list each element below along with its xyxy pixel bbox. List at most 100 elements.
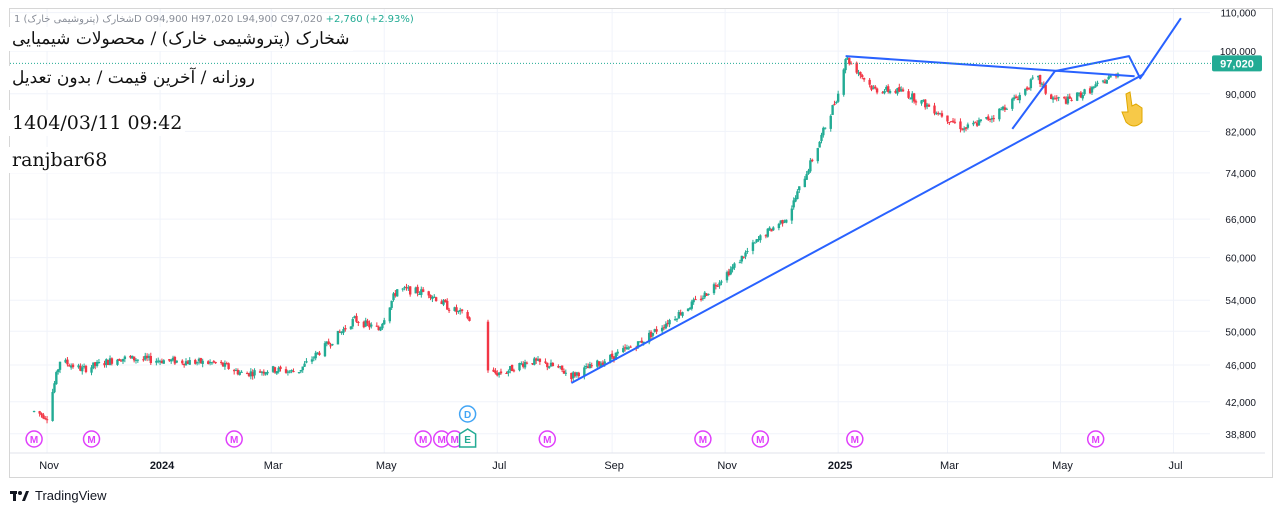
y-tick-label: 46,000	[1225, 361, 1256, 372]
candle-body	[886, 86, 890, 92]
candle-body	[729, 269, 732, 275]
candle-body	[1024, 88, 1027, 95]
candle-body	[416, 286, 419, 294]
candle-body	[427, 291, 430, 296]
candle-body	[946, 115, 949, 122]
candle-body	[1016, 99, 1020, 101]
candle-body	[1001, 106, 1005, 110]
earnings-event-marker[interactable]	[458, 428, 477, 448]
candle-body	[794, 197, 797, 202]
candle-body	[82, 366, 86, 368]
candle-body	[783, 221, 786, 223]
earnings-marker[interactable]	[225, 430, 243, 448]
candle-body	[725, 272, 729, 281]
candle-body	[1070, 99, 1073, 101]
candle-body	[570, 372, 573, 380]
candle-body	[692, 299, 695, 303]
trendline-support[interactable]	[570, 73, 1145, 384]
candle-body	[740, 255, 744, 262]
y-tick-label: 54,000	[1225, 296, 1256, 307]
candle-body	[375, 325, 379, 327]
event-markers[interactable]: M M M M M M M M M M MDE	[25, 405, 1105, 448]
dividend-marker[interactable]	[458, 405, 477, 423]
earnings-marker[interactable]	[846, 430, 864, 448]
candle-body	[609, 354, 612, 362]
candle-body	[446, 300, 449, 310]
candle-body	[998, 108, 1001, 120]
trendline-projection[interactable]	[1011, 17, 1182, 130]
earnings-marker[interactable]	[1086, 430, 1105, 448]
candle-body	[551, 362, 555, 367]
candle-body	[792, 200, 795, 208]
x-tick-label: May	[376, 460, 397, 472]
candle-body	[251, 372, 254, 377]
candle-body	[868, 79, 871, 85]
candle-body	[1018, 94, 1021, 101]
candle-body	[1096, 82, 1099, 84]
candle-body	[809, 160, 812, 172]
candle-body	[266, 371, 269, 374]
candle-body	[603, 361, 606, 364]
earnings-marker[interactable]	[538, 430, 557, 448]
candle-body	[920, 100, 923, 104]
candle-body	[533, 358, 536, 365]
candle-body	[772, 227, 775, 231]
candle-body	[629, 346, 632, 348]
earnings-marker[interactable]	[694, 430, 712, 448]
candle-body	[184, 361, 188, 366]
candle-body	[584, 366, 588, 368]
earnings-marker[interactable]	[82, 430, 101, 448]
candle-body	[236, 370, 240, 375]
candle-body	[651, 332, 655, 336]
candle-body	[922, 99, 925, 101]
candle-body	[898, 87, 901, 92]
candle-body	[466, 312, 469, 319]
candle-body	[144, 355, 147, 360]
candle-body	[1012, 97, 1016, 100]
candle-body	[58, 361, 62, 370]
candle-body	[848, 57, 851, 64]
candle-body	[301, 366, 304, 371]
candle-body	[601, 362, 605, 365]
candle-body	[457, 310, 460, 312]
candle-body	[258, 371, 262, 373]
candle-body	[872, 87, 875, 89]
chart-frame[interactable]	[9, 8, 1273, 478]
candle-body	[414, 287, 417, 294]
candle-body	[468, 317, 471, 321]
tradingview-logo[interactable]: TradingView	[10, 488, 107, 503]
candle-body	[383, 320, 386, 325]
candle-body	[677, 311, 681, 319]
candle-body	[318, 352, 321, 355]
candle-body	[987, 116, 990, 120]
tradingview-logo-icon	[10, 490, 29, 501]
candle-body	[846, 57, 849, 60]
candle-body	[925, 104, 929, 107]
candle-body	[225, 363, 228, 365]
earnings-marker[interactable]	[751, 430, 770, 448]
earnings-marker[interactable]	[25, 430, 43, 448]
candle-body	[388, 307, 392, 322]
candle-body	[84, 365, 88, 372]
candle-body	[933, 105, 936, 114]
candle-body	[64, 359, 67, 363]
candle-body	[901, 89, 905, 92]
price-axis[interactable]: 110,000 100,000 90,000 82,000 74,000 66,000 60…	[1212, 9, 1262, 441]
last-price-tag[interactable]	[1212, 55, 1262, 72]
candle-body	[562, 370, 566, 374]
candle-body	[1062, 97, 1066, 99]
candle-body	[862, 78, 866, 80]
candle-body	[972, 122, 975, 125]
candle-body	[1038, 75, 1042, 85]
candle-body	[103, 363, 106, 366]
candle-body	[455, 307, 458, 313]
x-tick-label: Mar	[264, 460, 283, 472]
candle-body	[638, 341, 642, 343]
time-axis[interactable]: Nov 2024 Mar May Jul Sep Nov 2025 Mar May Jul	[10, 452, 1265, 472]
candle-body	[733, 263, 736, 268]
earnings-marker[interactable]	[414, 430, 432, 448]
trendlines[interactable]	[570, 17, 1182, 384]
candle-body	[844, 59, 847, 71]
trendline-resistance[interactable]	[845, 55, 1135, 78]
